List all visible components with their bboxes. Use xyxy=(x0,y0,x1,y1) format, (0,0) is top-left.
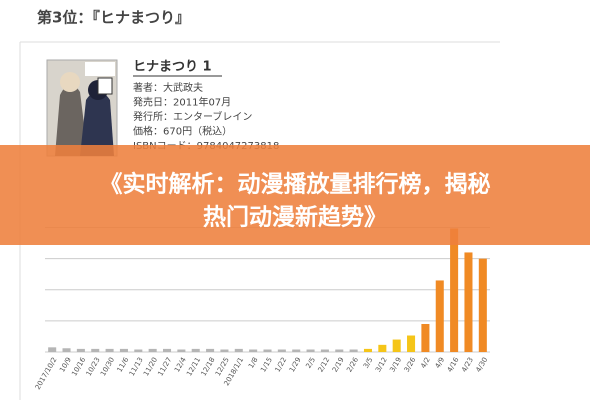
bar xyxy=(378,344,387,352)
x-tick-label: 1/29 xyxy=(288,356,303,374)
banner-line: 《实时解析：动漫播放量排行榜，揭秘 xyxy=(100,171,491,198)
bar xyxy=(249,349,258,352)
bar xyxy=(162,348,172,352)
x-tick-label: 4/2 xyxy=(419,356,432,370)
book-detail: 発行所：エンターブレイン xyxy=(133,110,252,123)
bar xyxy=(292,349,301,352)
bar xyxy=(435,280,444,352)
x-tick-label: 3/12 xyxy=(374,356,389,374)
bar xyxy=(335,349,344,352)
x-tick-label: 3/19 xyxy=(388,356,403,374)
x-tick-label: 11/27 xyxy=(156,356,173,377)
x-tick-label: 4/9 xyxy=(434,356,447,370)
book-detail: 価格：670円（税込） xyxy=(133,125,232,138)
x-tick-label: 2/12 xyxy=(317,356,332,374)
bar xyxy=(91,348,100,352)
bar xyxy=(76,348,85,352)
x-tick-label: 1/22 xyxy=(274,356,289,374)
bar xyxy=(148,348,157,352)
x-tick-label: 1/15 xyxy=(259,356,274,374)
bar xyxy=(392,339,401,352)
bar xyxy=(263,349,272,352)
x-tick-label: 2/19 xyxy=(331,356,346,374)
bar xyxy=(363,348,373,352)
x-tick-label: 4/30 xyxy=(474,356,489,374)
x-tick-label: 2/26 xyxy=(345,356,360,374)
banner xyxy=(0,145,590,245)
bar xyxy=(177,349,186,352)
bar xyxy=(407,335,416,352)
bar xyxy=(349,349,358,352)
bar xyxy=(119,348,128,352)
bar xyxy=(478,258,487,352)
bar xyxy=(320,349,329,352)
book-title[interactable]: ヒナまつり 1 xyxy=(133,60,212,75)
bar xyxy=(48,347,57,352)
x-tick-label: 3/5 xyxy=(362,356,375,370)
x-tick-label: 3/26 xyxy=(403,356,418,374)
book-detail: 発売日：2011年07月 xyxy=(133,96,231,109)
bar xyxy=(105,348,114,352)
book-cover xyxy=(46,59,118,157)
bar xyxy=(234,348,243,352)
bar xyxy=(62,348,71,352)
banner-line: 热门动漫新趋势》 xyxy=(203,204,387,231)
bar xyxy=(421,324,430,352)
x-tick-label: 4/23 xyxy=(460,356,475,374)
x-tick-label: 10/30 xyxy=(99,356,116,377)
bar xyxy=(206,348,215,352)
bar xyxy=(220,349,229,352)
bar xyxy=(191,348,200,352)
x-tick-label: 1/8 xyxy=(247,356,260,370)
ranking-title: 第3位：『ヒナまつり』 xyxy=(37,9,190,27)
bar xyxy=(464,252,473,352)
bar xyxy=(306,349,315,352)
x-tick-label: 4/16 xyxy=(446,356,461,374)
x-tick-label: 2/5 xyxy=(304,356,317,370)
bar xyxy=(450,228,459,352)
bar xyxy=(134,349,143,352)
bar xyxy=(277,349,286,352)
x-tick-label: 2017/10/2 xyxy=(34,356,59,391)
book-detail: 著者：大武政夫 xyxy=(133,81,203,94)
